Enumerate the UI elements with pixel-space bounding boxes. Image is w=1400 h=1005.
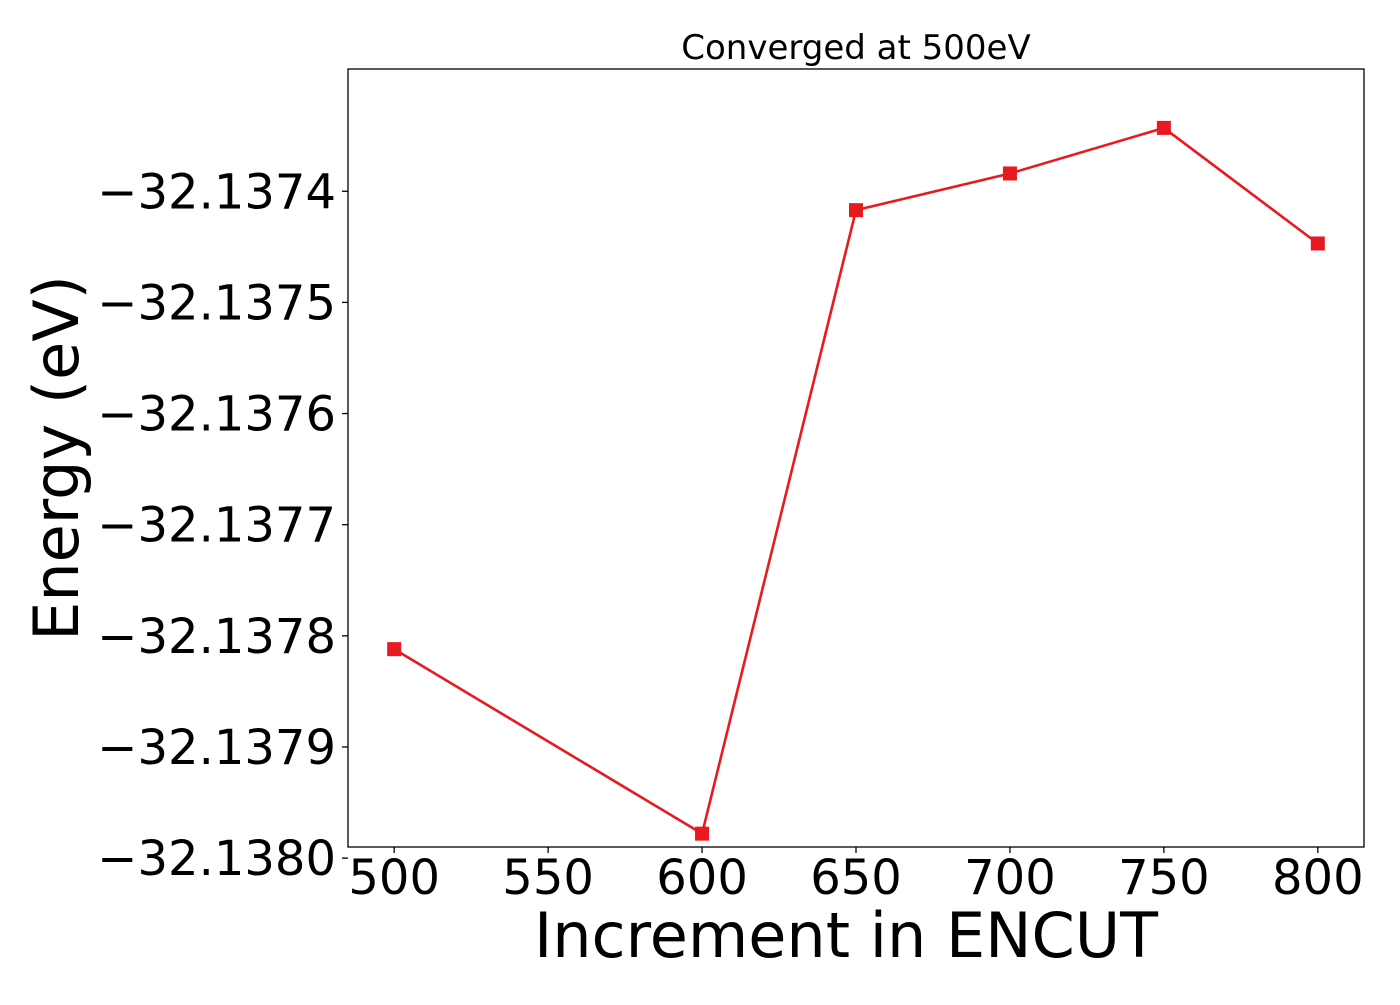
data-point-marker [695,826,710,841]
chart-title: Converged at 500eV [681,28,1030,68]
x-tick-label: 700 [964,850,1056,906]
y-tick-label: −32.1375 [97,275,336,331]
x-tick-label: 600 [656,850,748,906]
y-tick-label: −32.1374 [97,164,336,220]
y-tick-label: −32.1378 [97,609,336,665]
data-point-marker [1156,120,1171,135]
series-line [393,126,1319,835]
plot-frame [347,68,1365,848]
y-tick-label: −32.1376 [97,387,336,443]
y-axis-label: Energy (eV) [20,275,93,641]
y-tick-label: −32.1379 [97,720,336,776]
data-point-marker [387,642,402,657]
series-layer [387,120,1325,841]
y-tick-label: −32.1380 [97,831,336,887]
data-point-marker [1310,236,1325,251]
x-tick-label: 550 [502,850,594,906]
data-point-marker [1002,166,1017,181]
x-axis-ticks: 500 550 600 650 700 750 800 [348,847,1364,906]
x-tick-label: 650 [810,850,902,906]
x-tick-label: 500 [348,850,440,906]
x-tick-label: 800 [1272,850,1364,906]
x-axis-label: Increment in ENCUT [534,899,1159,972]
y-axis-ticks: −32.1380 −32.1379 −32.1378 −32.1377 −32.1376… [97,164,348,887]
data-point-marker [849,203,863,218]
y-tick-label: −32.1377 [97,498,336,554]
x-tick-label: 750 [1118,850,1210,906]
